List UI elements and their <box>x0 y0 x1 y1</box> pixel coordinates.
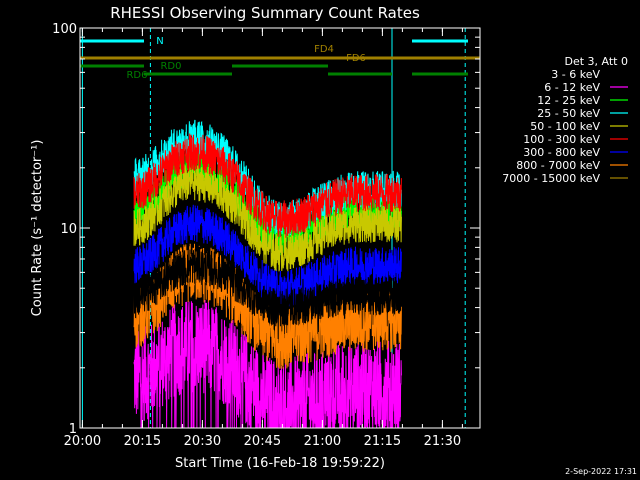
series-line-4 <box>133 163 402 272</box>
legend-entry-label: 800 - 7000 keV <box>516 159 600 172</box>
series-line-0 <box>133 246 402 327</box>
chart-title: RHESSI Observing Summary Count Rates <box>110 4 420 22</box>
x-tick-label: 21:00 <box>304 434 341 449</box>
x-axis: 20:00 20:15 20:30 20:45 21:00 21:15 21:30 <box>64 28 463 449</box>
legend-entry-label: 25 - 50 keV <box>537 107 600 120</box>
legend-title: Det 3, Att 0 <box>565 55 629 68</box>
legend-entry-label: 6 - 12 keV <box>544 81 600 94</box>
legend-entry-label: 12 - 25 keV <box>537 94 600 107</box>
legend-entry-label: 3 - 6 keV <box>551 68 600 81</box>
x-tick-label: 20:45 <box>244 434 281 449</box>
x-tick-label: 21:30 <box>424 434 461 449</box>
flag-label-n: N <box>156 36 163 47</box>
legend-entry-label: 50 - 100 keV <box>530 120 600 133</box>
x-tick-label: 20:00 <box>64 434 101 449</box>
y-tick-label: 100 <box>52 22 77 37</box>
x-tick-label: 21:15 <box>364 434 401 449</box>
y-tick-label: 1 <box>69 422 77 437</box>
series-line-5 <box>133 133 402 238</box>
flag-label-rd0: RD0 <box>160 61 181 72</box>
x-tick-label: 20:30 <box>184 434 221 449</box>
plot-area: N FD4 FD6 RD0 RD6 <box>80 28 480 429</box>
x-tick-label: 20:15 <box>124 434 161 449</box>
flag-label-fd6: FD6 <box>346 53 366 64</box>
x-axis-label: Start Time (16-Feb-18 19:59:22) <box>175 456 385 471</box>
y-axis: 1 10 100 <box>52 22 480 437</box>
legend-entry-label: 7000 - 15000 keV <box>502 172 600 185</box>
series-line-7 <box>133 243 402 369</box>
series-line-1 <box>133 299 402 429</box>
flag-label-rd6: RD6 <box>126 70 147 81</box>
flag-label-fd4: FD4 <box>314 44 334 55</box>
legend-entry-label: 300 - 800 keV <box>523 146 600 159</box>
y-tick-label: 10 <box>60 222 77 237</box>
legend-entry-label: 100 - 300 keV <box>523 133 600 146</box>
footer-date: 2-Sep-2022 17:31 <box>565 467 637 476</box>
y-axis-label: Count Rate (s⁻¹ detector⁻¹) <box>30 140 45 317</box>
